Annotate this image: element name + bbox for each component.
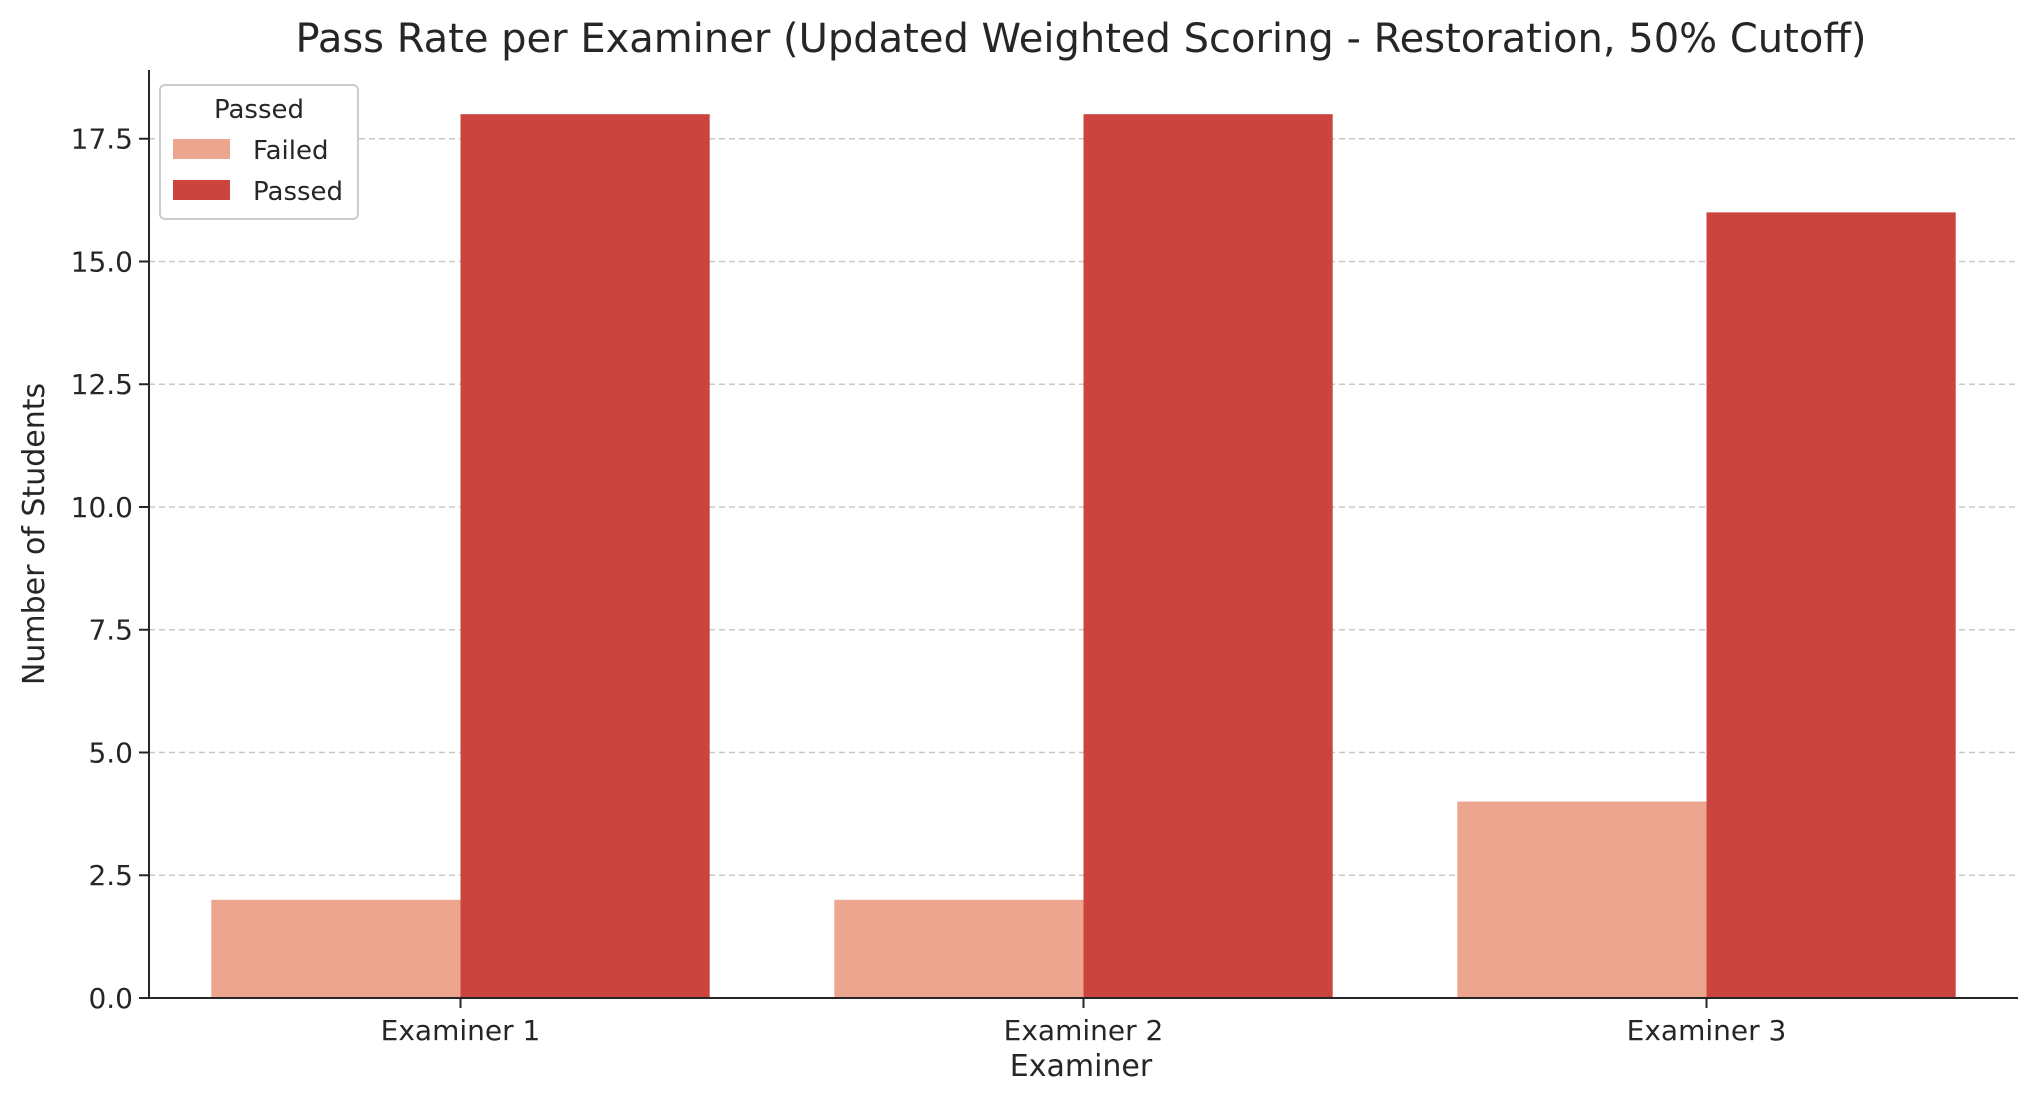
legend-items: Failed Passed (173, 136, 343, 207)
x-tick-label: Examiner 2 (1004, 1014, 1164, 1047)
bar-failed-1 (211, 899, 461, 998)
y-tick-label: 5.0 (88, 736, 133, 769)
bars (211, 114, 1956, 998)
x-axis-label: Examiner (1010, 1049, 1153, 1084)
bar-failed-2 (834, 899, 1084, 998)
y-ticks: 0.0 2.5 5.0 7.5 10.0 12.5 15.0 17.5 (71, 123, 149, 1015)
bar-passed-3 (1706, 212, 1956, 998)
y-tick-label: 2.5 (88, 859, 133, 892)
bar-passed-1 (460, 114, 710, 998)
y-tick-label: 15.0 (71, 245, 133, 278)
y-tick-label: 12.5 (71, 368, 133, 401)
x-tick-label: Examiner 1 (381, 1014, 541, 1047)
legend-label-passed: Passed (253, 177, 343, 207)
legend-label-failed: Failed (253, 136, 328, 166)
bar-failed-3 (1457, 801, 1707, 998)
x-tick-label: Examiner 3 (1627, 1014, 1787, 1047)
y-axis-label: Number of Students (17, 383, 52, 685)
x-ticks: Examiner 1 Examiner 2 Examiner 3 (381, 998, 1787, 1047)
legend-swatch-passed (173, 180, 230, 200)
y-tick-label: 10.0 (71, 491, 133, 524)
legend-swatch-failed (173, 139, 230, 159)
legend: Passed Failed Passed (159, 84, 359, 220)
legend-title: Passed (214, 95, 304, 125)
y-tick-label: 7.5 (88, 614, 133, 647)
y-tick-label: 0.0 (88, 982, 133, 1015)
y-tick-label: 17.5 (71, 123, 133, 156)
chart-title: Pass Rate per Examiner (Updated Weighted… (296, 16, 1867, 62)
bar-passed-2 (1083, 114, 1333, 998)
